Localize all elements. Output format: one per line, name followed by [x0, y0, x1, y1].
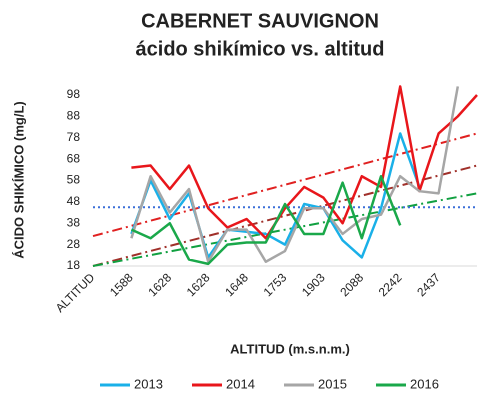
data-line — [130, 132, 421, 259]
x-axis-label: ALTITUD (m.s.n.m.) — [230, 341, 350, 356]
y-tick-label: 28 — [67, 237, 81, 251]
data-line — [130, 174, 402, 266]
trend-line — [92, 164, 478, 267]
x-tick-label: ALTITUD — [53, 270, 98, 315]
legend-label: 2015 — [318, 376, 347, 391]
x-tick-label: 1628 — [145, 270, 174, 299]
y-tick-label: 18 — [67, 258, 81, 272]
y-tick-label: 38 — [67, 215, 81, 229]
y-tick-label: 68 — [67, 151, 81, 165]
y-tick-label: 78 — [67, 130, 81, 144]
x-tick-label: 1588 — [107, 270, 136, 299]
x-tick-label: 2437 — [414, 270, 443, 299]
x-tick-label: 2242 — [376, 270, 405, 299]
legend-label: 2013 — [134, 376, 163, 391]
y-axis-label: ÁCIDO SHIKÍMICO (mg/L) — [11, 101, 26, 258]
x-tick-label: 1648 — [222, 270, 251, 299]
x-tick-label: 1753 — [261, 270, 290, 299]
legend-label: 2016 — [410, 376, 439, 391]
x-tick-label: 1628 — [184, 270, 213, 299]
y-tick-label: 88 — [67, 109, 81, 123]
trend-line — [92, 192, 478, 267]
x-tick-label: 2088 — [337, 270, 366, 299]
chart-title: CABERNET SAUVIGNON — [141, 10, 379, 32]
data-line — [130, 86, 460, 263]
y-tick-label: 48 — [67, 194, 81, 208]
plot-area — [92, 85, 478, 267]
legend-label: 2014 — [226, 376, 255, 391]
chart-subtitle: ácido shikímico vs. altitud — [136, 38, 385, 60]
trend-line — [92, 132, 478, 238]
y-tick-label: 58 — [67, 173, 81, 187]
data-line — [131, 85, 478, 240]
x-tick-label: 1903 — [299, 270, 328, 299]
y-tick-label: 98 — [67, 87, 81, 101]
